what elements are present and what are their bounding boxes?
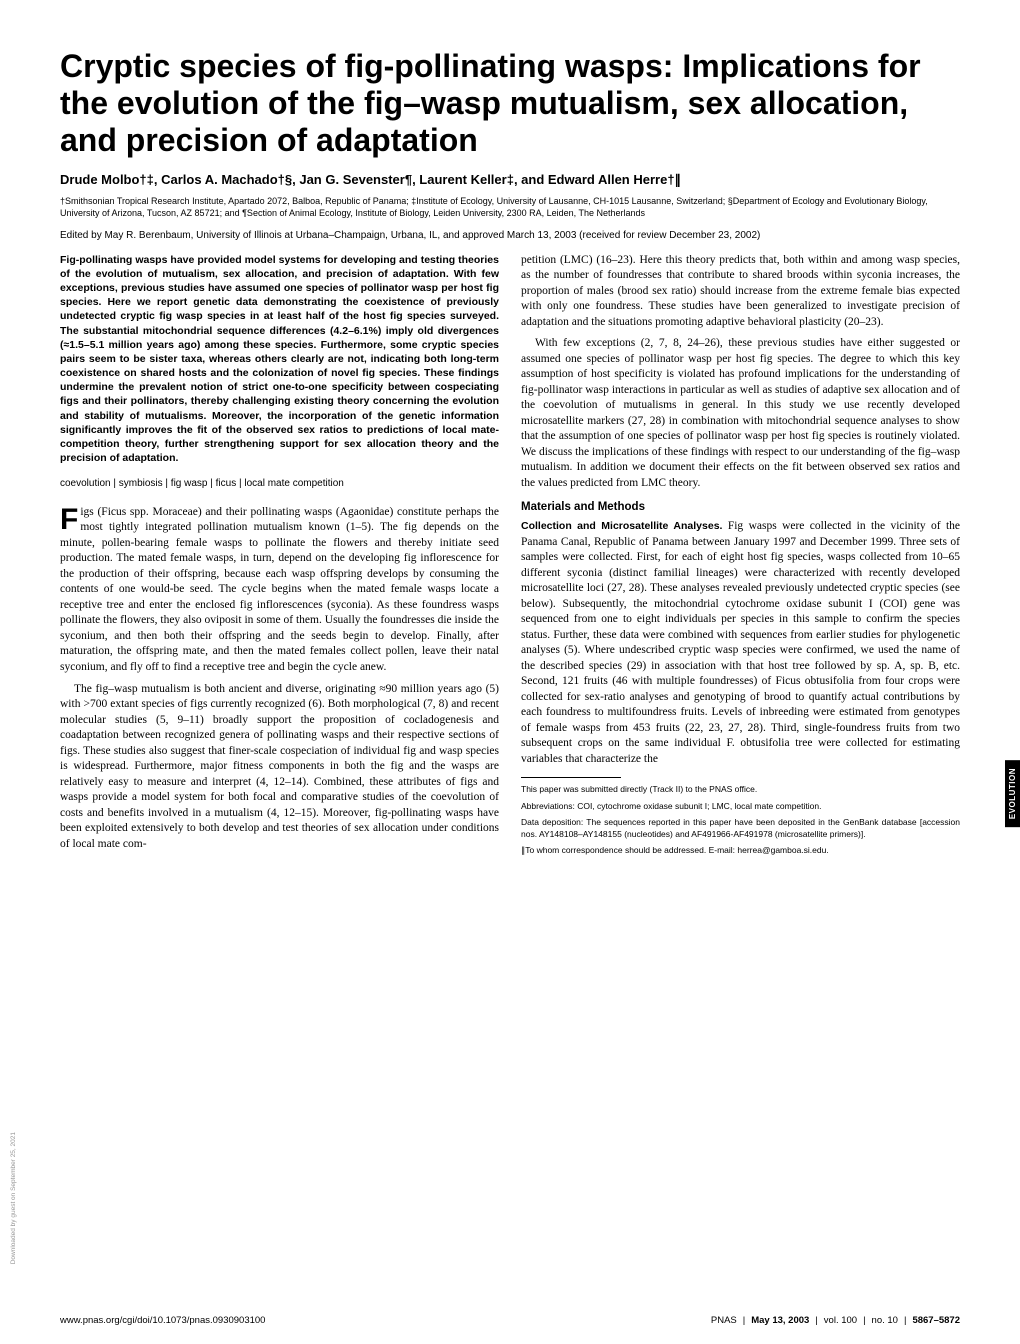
right-para-2: With few exceptions (2, 7, 8, 24–26), th…: [521, 336, 960, 491]
intro-para-1: Figs (Ficus spp. Moraceae) and their pol…: [60, 505, 499, 676]
dropcap-letter: F: [60, 505, 80, 533]
affiliations: †Smithsonian Tropical Research Institute…: [60, 196, 960, 219]
materials-methods-heading: Materials and Methods: [521, 500, 960, 516]
footer-volume: vol. 100: [824, 1315, 857, 1326]
section-side-tab: EVOLUTION: [1005, 760, 1020, 827]
footnote-divider: [521, 777, 621, 778]
edited-by-line: Edited by May R. Berenbaum, University o…: [60, 230, 960, 241]
mm-body-text: Fig wasps were collected in the vicinity…: [521, 520, 960, 765]
mm-para: Collection and Microsatellite Analyses. …: [521, 519, 960, 767]
keywords: coevolution | symbiosis | fig wasp | fic…: [60, 477, 499, 491]
page-footer: www.pnas.org/cgi/doi/10.1073/pnas.093090…: [60, 1315, 960, 1326]
footer-date: May 13, 2003: [751, 1315, 809, 1326]
intro-para-1-text: igs (Ficus spp. Moraceae) and their poll…: [60, 506, 499, 673]
footer-doi: www.pnas.org/cgi/doi/10.1073/pnas.093090…: [60, 1315, 265, 1326]
intro-para-2: The fig–wasp mutualism is both ancient a…: [60, 682, 499, 853]
left-column: Fig-pollinating wasps have provided mode…: [60, 253, 499, 862]
footnote-2: Abbreviations: COI, cytochrome oxidase s…: [521, 801, 960, 812]
mm-subheading: Collection and Microsatellite Analyses.: [521, 520, 722, 532]
footnote-1: This paper was submitted directly (Track…: [521, 784, 960, 795]
footer-issue: no. 10: [872, 1315, 898, 1326]
footer-pages: 5867–5872: [912, 1315, 960, 1326]
right-para-1: petition (LMC) (16–23). Here this theory…: [521, 253, 960, 331]
authors-line: Drude Molbo†‡, Carlos A. Machado†§, Jan …: [60, 172, 960, 188]
two-column-body: Fig-pollinating wasps have provided mode…: [60, 253, 960, 862]
footer-citation: PNAS|May 13, 2003|vol. 100|no. 10|5867–5…: [711, 1315, 960, 1326]
download-watermark: Downloaded by guest on September 25, 202…: [10, 1132, 17, 1264]
article-title: Cryptic species of fig-pollinating wasps…: [60, 48, 960, 158]
footer-journal: PNAS: [711, 1315, 737, 1326]
abstract: Fig-pollinating wasps have provided mode…: [60, 253, 499, 466]
page-container: Cryptic species of fig-pollinating wasps…: [0, 0, 1020, 892]
right-column: petition (LMC) (16–23). Here this theory…: [521, 253, 960, 862]
footnote-4: ∥To whom correspondence should be addres…: [521, 845, 960, 856]
footnote-3: Data deposition: The sequences reported …: [521, 817, 960, 840]
